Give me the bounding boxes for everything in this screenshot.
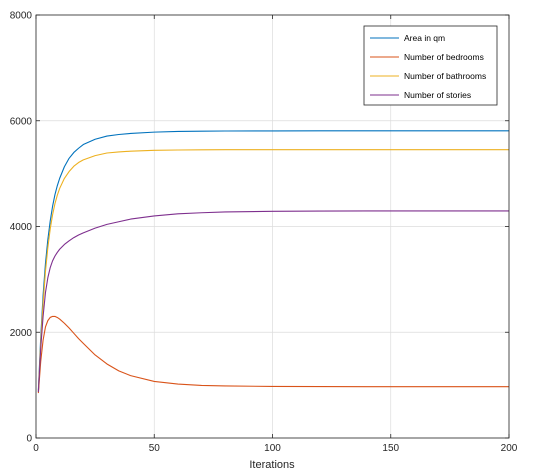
x-axis-label: Iterations	[249, 459, 295, 471]
x-tick-label: 50	[149, 443, 161, 454]
y-tick-label: 6000	[10, 116, 33, 127]
x-tick-label: 150	[382, 443, 399, 454]
y-tick-label: 8000	[10, 11, 33, 22]
y-tick-label: 2000	[10, 328, 33, 339]
legend-label-area-in-qm: Area in qm	[404, 33, 445, 43]
series-group	[37, 130, 509, 394]
legend-label-number-of-stories: Number of stories	[404, 90, 471, 100]
legend-box	[363, 25, 498, 106]
x-tick-label: 0	[33, 443, 39, 454]
series-line-number-of-bedrooms	[37, 315, 509, 394]
y-tick-label: 4000	[10, 222, 33, 233]
series-line-area-in-qm	[37, 130, 509, 391]
series-line-number-of-stories	[37, 210, 509, 393]
x-tick-label: 100	[264, 443, 281, 454]
series-line-number-of-bathrooms	[37, 149, 509, 392]
legend: Area in qm Number of bedrooms Number of ba…	[363, 25, 498, 106]
legend-label-number-of-bedrooms: Number of bedrooms	[404, 52, 484, 62]
x-tick-label: 200	[501, 443, 518, 454]
legend-label-number-of-bathrooms: Number of bathrooms	[404, 71, 486, 81]
y-tick-label: 0	[26, 434, 32, 445]
